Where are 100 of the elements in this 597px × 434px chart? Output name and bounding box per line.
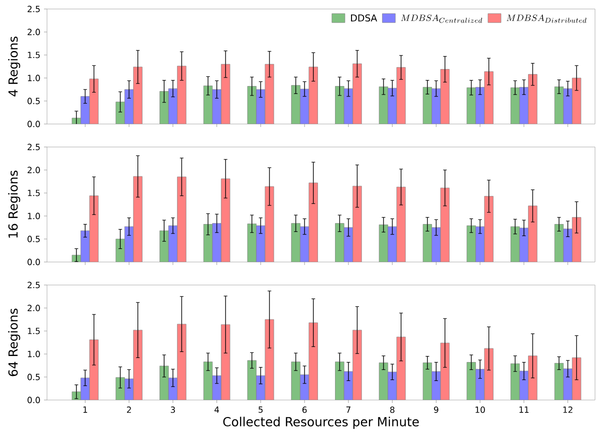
bar [247,86,256,124]
bar [203,86,213,124]
bar [308,322,318,400]
y-tick-label: 1.5 [28,328,40,334]
y-tick-label: 2.0 [28,166,40,174]
bar [466,362,476,400]
y-tick-label: 0.5 [28,98,40,104]
bar [378,362,388,400]
x-tick-label: 12 [563,406,572,413]
bar [432,371,441,400]
bar [572,78,582,124]
bar [563,88,572,124]
bar [432,88,441,124]
x-tick-label: 4 [214,406,220,413]
bar [291,85,300,124]
bar [466,87,476,124]
bar [168,378,178,400]
bar [466,225,476,262]
bar [344,371,354,400]
bar [124,378,134,400]
bar [335,223,344,262]
bar [378,224,388,262]
bar [396,186,406,262]
bar [80,96,90,124]
bar [475,86,485,124]
legend-label: $\mathrm{DDSA}$ [351,14,378,22]
y-axis-title: 64 Regions [8,308,20,376]
bar [160,230,169,262]
y-tick-label: 2.5 [28,144,40,150]
bar [510,87,520,124]
x-tick-label: 11 [519,406,529,413]
bar [116,377,125,400]
bar [352,64,362,124]
bar [124,89,134,124]
y-axis-title: 4 Regions [8,36,20,96]
bar [510,226,520,262]
bar [291,223,300,262]
bar [422,224,432,262]
bar [168,88,178,124]
bar [528,74,538,124]
bar [160,366,169,400]
bar [116,238,125,262]
bar [554,224,564,262]
x-tick-label: 6 [302,406,307,413]
bar [177,176,186,262]
y-axis-title: 16 Regions [8,170,20,238]
bar [80,378,90,400]
bar [203,362,213,400]
bar [264,186,274,262]
bar [160,91,169,124]
bar [528,206,538,262]
bar [116,102,125,124]
bar [89,78,99,124]
bar [256,89,266,124]
y-tick-label: 0.0 [28,258,40,266]
x-tick-label: 3 [170,406,175,413]
bar [563,368,572,400]
bar [335,86,344,124]
bar [519,86,529,124]
bar [475,368,485,400]
bar [528,356,538,400]
bar [177,66,186,124]
bar [484,71,494,124]
bar [554,86,564,124]
y-tick-label: 1.0 [28,74,40,82]
bar [212,89,222,124]
bar [422,362,432,400]
y-tick-label: 1.5 [28,52,40,58]
bar [220,64,230,124]
bar [378,86,388,124]
bar [335,362,344,400]
x-tick-label: 1 [83,406,88,413]
bar [177,324,186,400]
bar [396,67,406,124]
bar [291,362,300,400]
bar [308,182,318,262]
y-tick-label: 0.0 [28,396,40,404]
x-axis-title: Collected Resources per Minute [223,416,419,429]
bar [203,224,213,262]
bar [256,375,266,400]
bar [510,363,520,400]
y-tick-label: 0.0 [28,120,40,128]
bar [396,336,406,400]
bar [388,372,397,400]
bar [300,89,309,124]
bar [554,363,564,400]
bar [264,319,274,400]
legend-label: $MDBSA_{Distributed}$ [506,14,586,23]
bar [133,176,142,262]
bar [264,64,274,124]
bar [484,348,494,400]
bar [572,217,582,262]
y-tick-label: 0.5 [28,236,40,242]
bar [212,375,222,400]
x-tick-label: 9 [434,406,438,413]
y-tick-label: 2.5 [28,6,40,12]
bar [89,340,99,400]
bar [484,196,494,262]
bar [440,69,450,124]
bar [247,360,256,400]
